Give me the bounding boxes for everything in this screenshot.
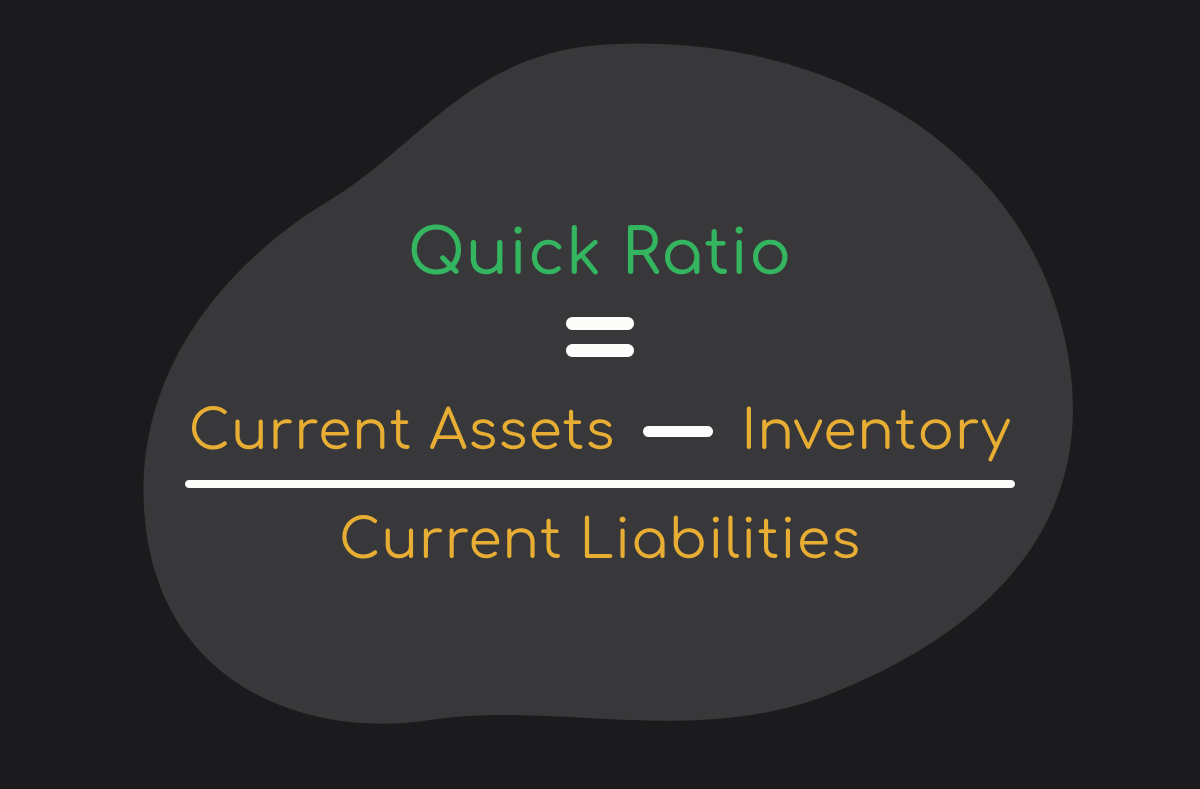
formula-canvas: Quick Ratio Current Assets Inventory Cur… — [0, 0, 1200, 789]
minus-sign — [643, 426, 713, 437]
numerator-left: Current Assets — [189, 401, 616, 462]
denominator: Current Liabilities — [339, 488, 861, 571]
fraction: Current Assets Inventory Current Liabili… — [179, 401, 1022, 571]
equals-bar-top — [566, 317, 634, 330]
formula-title: Quick Ratio — [408, 219, 792, 289]
numerator-right: Inventory — [741, 401, 1011, 462]
equals-sign — [566, 317, 634, 357]
equals-bar-bottom — [566, 344, 634, 357]
fraction-line — [185, 480, 1015, 488]
numerator: Current Assets Inventory — [179, 401, 1022, 480]
formula-content: Quick Ratio Current Assets Inventory Cur… — [0, 0, 1200, 789]
